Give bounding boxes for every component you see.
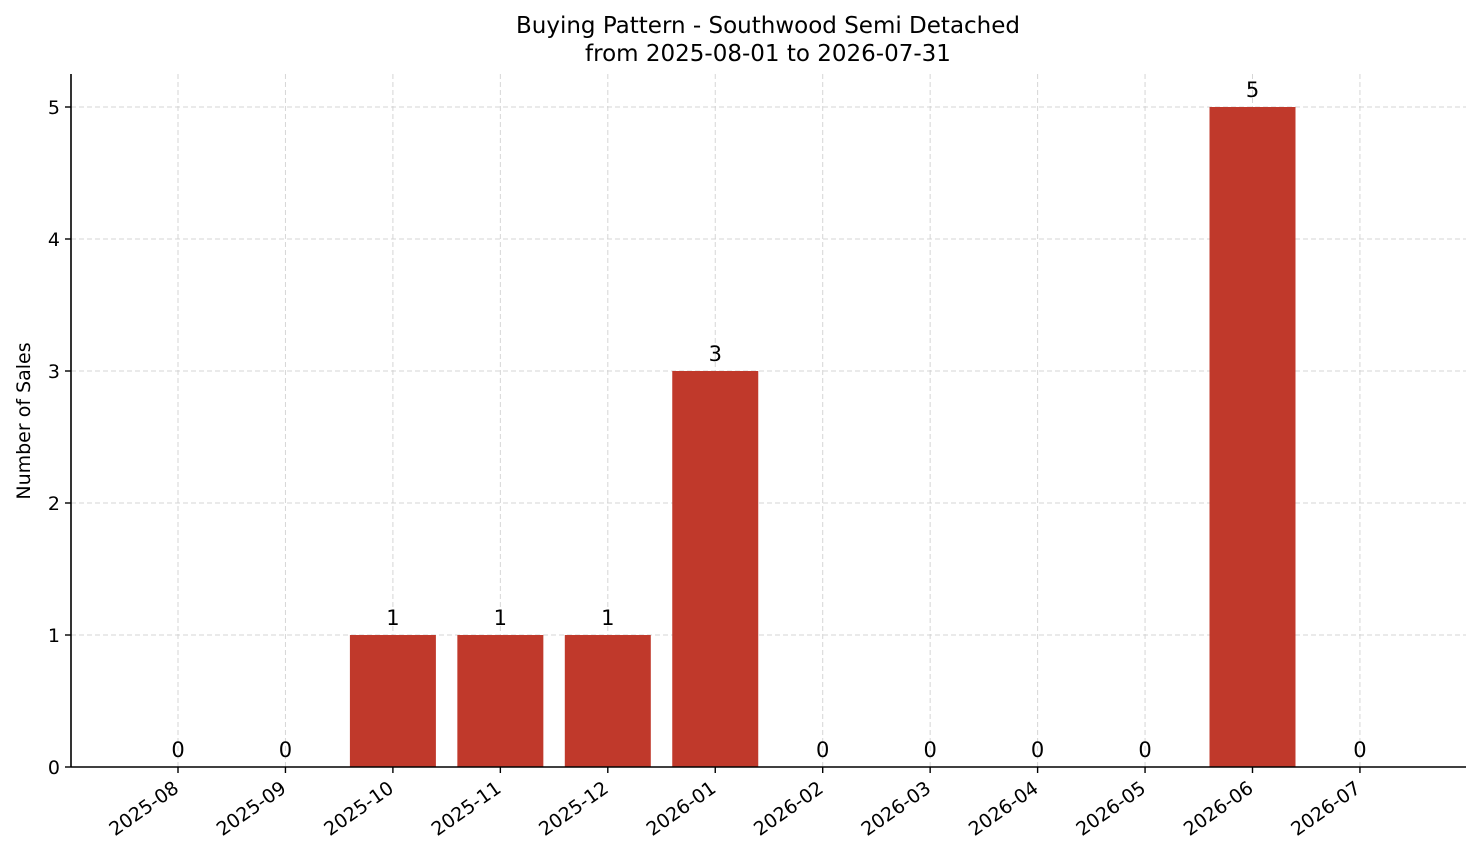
data-label-2026-03: 0 xyxy=(923,738,936,762)
x-tick-label: 2026-03 xyxy=(857,777,935,841)
y-tick-label: 3 xyxy=(48,361,60,383)
data-label-2026-01: 3 xyxy=(709,342,722,366)
bar-2025-12 xyxy=(564,635,651,767)
y-tick-label: 4 xyxy=(48,229,60,251)
x-tick-label: 2025-11 xyxy=(428,777,506,841)
data-label-2026-06: 5 xyxy=(1246,78,1259,102)
x-tick-label: 2025-08 xyxy=(105,777,183,841)
bar-2025-10 xyxy=(349,635,436,767)
x-ticks: 2025-08 2025-09 2025-10 2025-11 2025-12 2026-… xyxy=(105,767,1365,841)
data-label-2026-04: 0 xyxy=(1031,738,1044,762)
x-tick-label: 2026-05 xyxy=(1072,777,1150,841)
data-labels: 0 0 1 1 1 3 0 0 0 0 5 0 xyxy=(171,78,1366,762)
data-label-2026-05: 0 xyxy=(1138,738,1151,762)
data-label-2026-02: 0 xyxy=(816,738,829,762)
y-tick-label: 0 xyxy=(48,757,60,779)
x-tick-label: 2026-07 xyxy=(1287,777,1365,841)
data-label-2025-12: 1 xyxy=(601,606,614,630)
bar-2025-11 xyxy=(457,635,544,767)
data-label-2025-10: 1 xyxy=(386,606,399,630)
bar-2026-06 xyxy=(1209,107,1296,767)
x-tick-label: 2026-04 xyxy=(965,777,1043,841)
x-tick-label: 2025-10 xyxy=(320,777,398,841)
chart-subtitle: from 2025-08-01 to 2026-07-31 xyxy=(585,41,951,67)
y-tick-label: 5 xyxy=(48,97,60,119)
y-ticks: 0 1 2 3 4 5 xyxy=(48,97,71,779)
y-axis-label: Number of Sales xyxy=(13,342,35,499)
x-tick-label: 2025-12 xyxy=(535,777,613,841)
data-label-2025-11: 1 xyxy=(494,606,507,630)
chart-title: Buying Pattern - Southwood Semi Detached xyxy=(516,13,1020,39)
x-tick-label: 2026-02 xyxy=(750,777,828,841)
data-label-2025-09: 0 xyxy=(279,738,292,762)
data-label-2026-07: 0 xyxy=(1353,738,1366,762)
x-tick-label: 2026-06 xyxy=(1180,777,1258,841)
axes xyxy=(70,74,1466,768)
y-tick-label: 2 xyxy=(48,493,60,515)
x-tick-label: 2026-01 xyxy=(642,777,720,841)
y-tick-label: 1 xyxy=(48,625,60,647)
data-label-2025-08: 0 xyxy=(171,738,184,762)
bar-2026-01 xyxy=(672,371,759,767)
bars xyxy=(349,107,1296,767)
x-tick-label: 2025-09 xyxy=(213,777,291,841)
